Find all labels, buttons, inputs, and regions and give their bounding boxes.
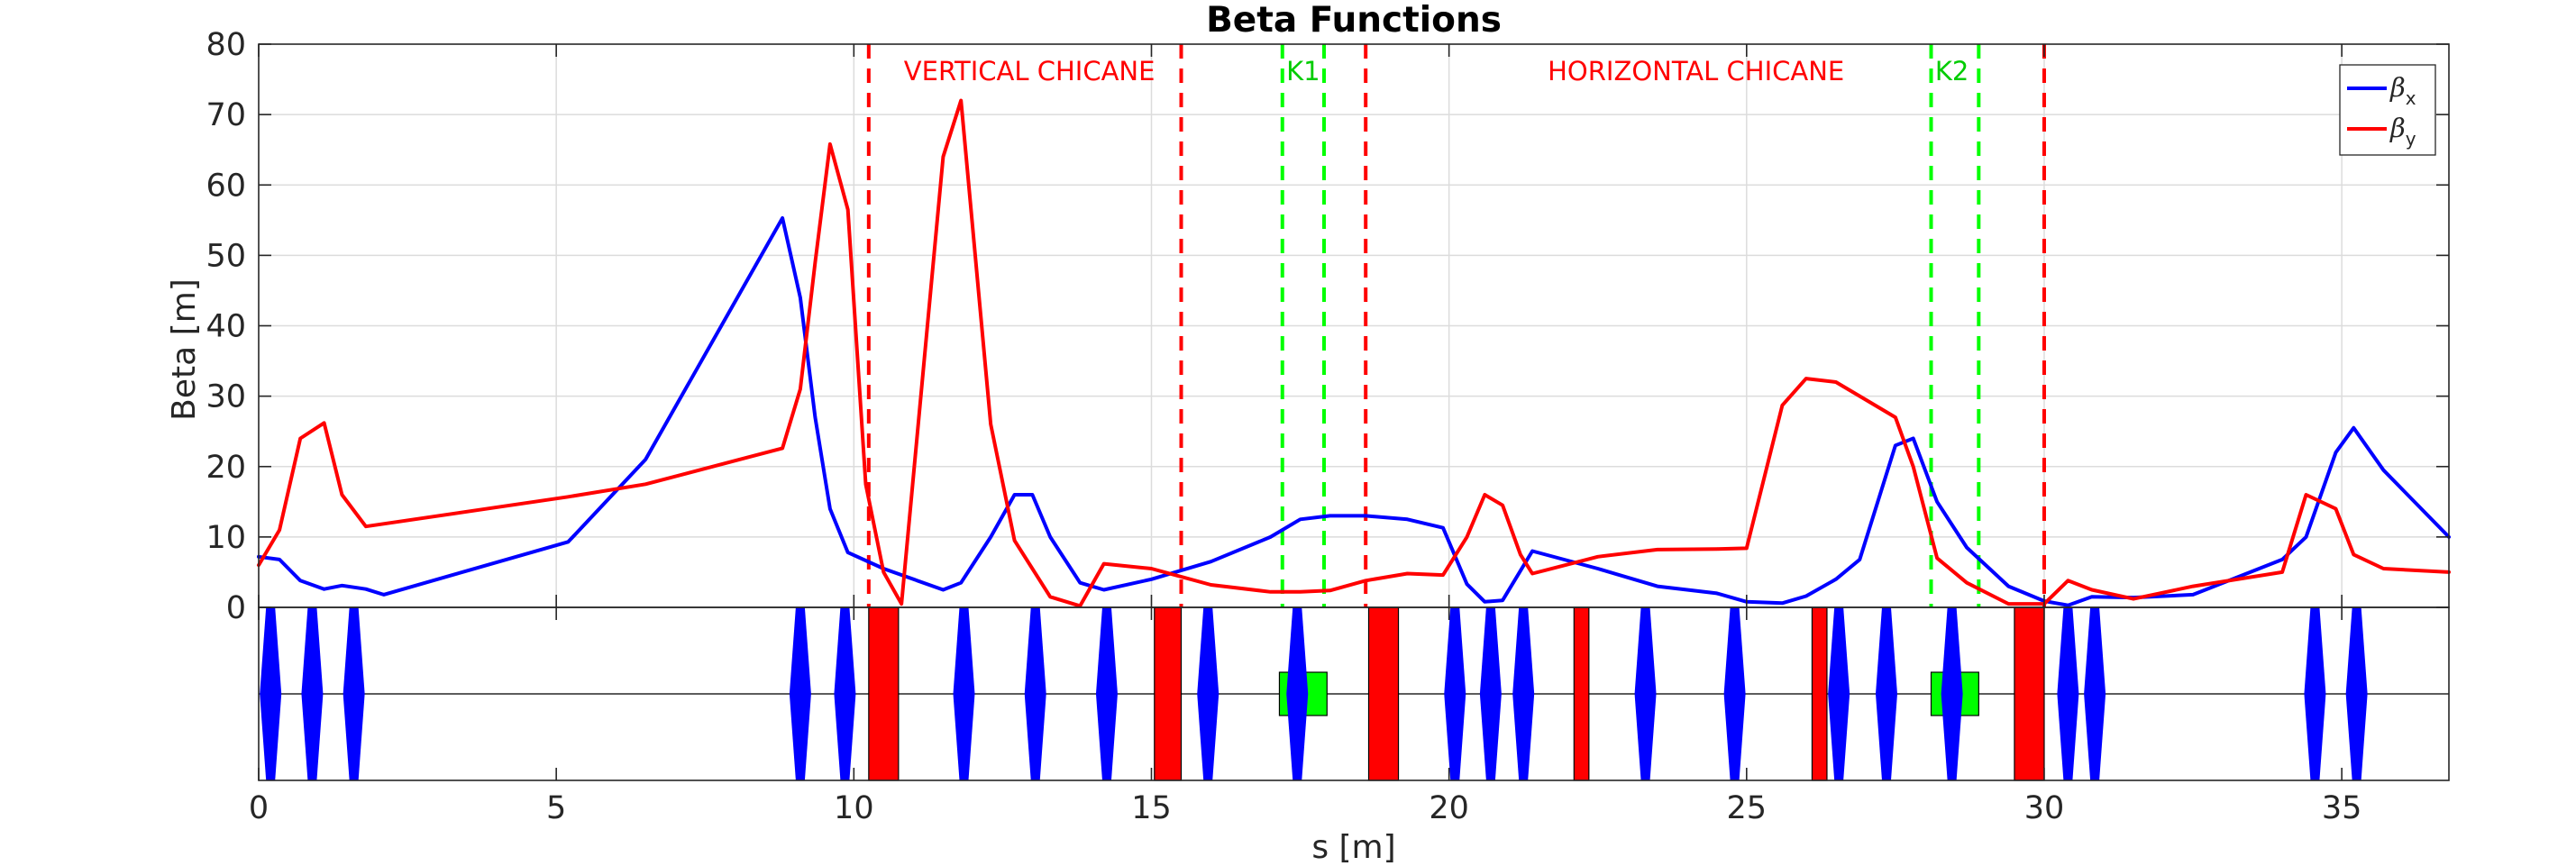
quadrupole-magnet: [2084, 607, 2106, 780]
y-axis-label: Beta [m]: [166, 278, 203, 421]
grid: [259, 44, 2449, 607]
y-tick-label: 30: [206, 379, 246, 415]
chart-title: Beta Functions: [1206, 0, 1502, 41]
y-tick-label: 20: [206, 450, 246, 486]
quadrupole-magnet: [2304, 607, 2326, 780]
dipole-magnet: [1573, 606, 1590, 781]
legend: βx βy: [2339, 64, 2436, 156]
quadrupole-magnet: [1828, 607, 1850, 780]
series-line-beta-y: [257, 98, 2451, 608]
quadrupole-magnet: [953, 607, 975, 780]
x-tick-label: 20: [1429, 790, 1469, 826]
region-labels: VERTICAL CHICANE K1 HORIZONTAL CHICANE K2: [904, 56, 1969, 87]
quadrupole-magnet: [834, 607, 856, 780]
quadrupole-magnet: [1479, 607, 1502, 780]
y-tick-label: 70: [206, 97, 246, 133]
y-tick-label: 60: [206, 168, 246, 204]
quadrupole-magnet: [1512, 607, 1535, 780]
x-tick-label: 15: [1131, 790, 1172, 826]
lattice-area-frame: [258, 606, 2450, 781]
series-layer: [257, 98, 2451, 608]
quadrupole-magnet: [1444, 607, 1466, 780]
quadrupole-magnet: [1286, 607, 1309, 780]
quadrupole-magnet: [2345, 607, 2368, 780]
quadrupole-magnet: [1723, 607, 1746, 780]
x-tick-label: 25: [1727, 790, 1768, 826]
ticks: 0 5 10 15 20 25 30 35 0 10 20 30 40 50 60 70 80: [206, 27, 2449, 826]
quadrupole-magnet: [343, 607, 365, 780]
region-label: VERTICAL CHICANE: [904, 56, 1156, 87]
quadrupole-magnet: [1024, 607, 1046, 780]
x-tick-label: 30: [2024, 790, 2065, 826]
legend-label-beta-y: βy: [2389, 113, 2416, 150]
dipole-magnet: [2014, 606, 2045, 781]
quadrupole-magnet: [1634, 607, 1657, 780]
region-markers: [866, 44, 2046, 607]
region-label: K2: [1935, 56, 1969, 87]
y-tick-label: 50: [206, 238, 246, 274]
x-tick-label: 10: [834, 790, 874, 826]
quadrupole-magnet: [1875, 607, 1897, 780]
x-axis-label: s [m]: [1311, 829, 1395, 866]
quadrupole-magnet: [1095, 607, 1118, 780]
quadrupole-magnet: [301, 607, 324, 780]
region-label: HORIZONTAL CHICANE: [1548, 56, 1844, 87]
quadrupole-magnet: [2057, 607, 2079, 780]
x-tick-label: 35: [2322, 790, 2362, 826]
y-tick-label: 40: [206, 309, 246, 345]
quadrupole-magnet: [1941, 607, 1963, 780]
legend-box: [2339, 64, 2436, 156]
quadrupole-magnet: [260, 607, 282, 780]
y-tick-label: 0: [226, 590, 246, 626]
y-tick-label: 10: [206, 520, 246, 556]
series-line-beta-x: [257, 216, 2451, 607]
legend-label-beta-x: βx: [2389, 72, 2416, 109]
quadrupole-magnet: [789, 607, 811, 780]
dipole-magnet: [868, 606, 900, 781]
region-label: K1: [1286, 56, 1320, 87]
x-tick-label: 0: [249, 790, 269, 826]
x-tick-label: 5: [546, 790, 566, 826]
quadrupole-magnet: [1197, 607, 1219, 780]
lattice-layer: [259, 606, 2449, 781]
dipole-magnet: [1154, 606, 1183, 781]
y-tick-label: 80: [206, 27, 246, 63]
dipole-magnet: [1811, 606, 1828, 781]
dipole-magnet: [1367, 606, 1400, 781]
